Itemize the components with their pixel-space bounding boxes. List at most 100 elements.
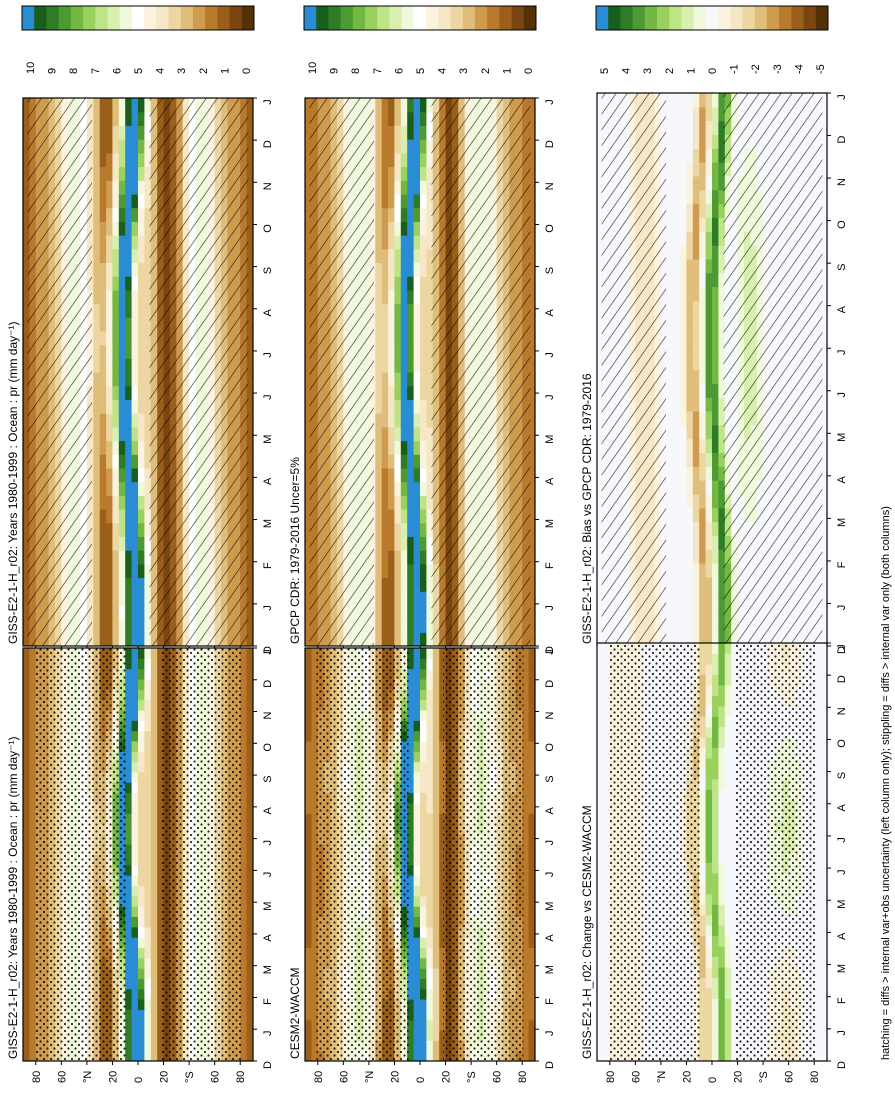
heatmap-cell (125, 854, 133, 866)
heatmap-cell (381, 152, 389, 168)
heatmap-cell (426, 385, 434, 400)
heatmap-cell (125, 833, 133, 845)
heatmap-cell (144, 289, 152, 305)
heatmap-cell (131, 632, 139, 646)
heatmap-cell (528, 385, 535, 400)
heatmap-cell (157, 1050, 165, 1061)
panel-title: GISS-E2-1-H_r02: Years 1980-1999 : Ocean… (6, 322, 20, 644)
heatmap-cell (426, 536, 434, 551)
heatmap-cell (150, 968, 158, 979)
heatmap-cell (400, 303, 408, 318)
month-tick-label: J (262, 394, 274, 400)
heatmap-cell (157, 895, 165, 907)
heatmap-cell (528, 330, 535, 346)
heatmap-cell (29, 648, 37, 659)
heatmap-cell (407, 926, 415, 938)
heatmap-cell (131, 792, 139, 804)
heatmap-cell (112, 563, 120, 579)
heatmap-cell (93, 413, 101, 428)
heatmap-cell (432, 957, 440, 969)
heatmap-cell (93, 111, 101, 126)
heatmap-cell (138, 854, 145, 866)
heatmap-cell (240, 1040, 248, 1052)
heatmap-cell (138, 207, 145, 222)
heatmap-cell (375, 509, 383, 524)
heatmap-cell (138, 632, 145, 646)
heatmap-cell (240, 761, 248, 773)
heatmap-cell (305, 906, 312, 917)
heatmap-cell (112, 426, 120, 442)
heatmap-cell (420, 1030, 427, 1041)
heatmap-cell (426, 139, 434, 154)
heatmap-cell (407, 180, 415, 195)
heatmap-cell (375, 221, 383, 236)
overlay-band (27, 98, 93, 646)
heatmap-cell (426, 926, 434, 938)
heatmap-cell (246, 618, 253, 633)
heatmap-cell (23, 648, 30, 659)
heatmap-cell (29, 658, 37, 670)
heatmap-cell (99, 591, 107, 606)
heatmap-cell (138, 536, 145, 551)
heatmap-cell (93, 317, 101, 332)
heatmap-cell (157, 864, 165, 876)
heatmap-cell (157, 720, 165, 732)
heatmap-cell (246, 317, 253, 332)
heatmap-cell (528, 235, 535, 250)
heatmap-cell (144, 276, 152, 291)
heatmap-cell (528, 1040, 535, 1052)
heatmap-cell (426, 1040, 434, 1052)
heatmap-cell (125, 699, 133, 711)
heatmap-cell (381, 303, 389, 318)
heatmap-cell (305, 440, 312, 455)
heatmap-cell (388, 276, 396, 291)
heatmap-cell (375, 618, 383, 633)
heatmap-cell (125, 823, 133, 835)
heatmap-cell (432, 1019, 440, 1031)
heatmap-cell (112, 385, 120, 400)
heatmap-cell (138, 98, 145, 113)
heatmap-cell (138, 509, 145, 524)
heatmap-cell (125, 1019, 133, 1031)
heatmap-cell (99, 98, 107, 113)
heatmap-cell (131, 978, 139, 990)
heatmap-cell (125, 710, 133, 721)
heatmap-cell (394, 235, 402, 250)
heatmap-cell (305, 1040, 312, 1052)
heatmap-cell (144, 522, 152, 537)
heatmap-cell (426, 125, 434, 140)
heatmap-cell (23, 604, 30, 620)
heatmap-cell (138, 563, 145, 579)
heatmap-cell (426, 440, 434, 455)
heatmap-cell (522, 926, 530, 938)
month-tick-label: A (544, 308, 556, 316)
heatmap-cell (413, 916, 421, 928)
heatmap-cell (413, 180, 421, 195)
heatmap-cell (23, 139, 30, 154)
heatmap-cell (99, 330, 107, 346)
overlay-stipple (34, 648, 242, 1061)
heatmap-cell (375, 522, 383, 537)
heatmap-cell (118, 330, 126, 346)
heatmap-cell (240, 648, 248, 659)
heatmap-cell (125, 1040, 133, 1052)
heatmap-cell (413, 152, 421, 168)
heatmap-cell (305, 152, 312, 168)
heatmap-cell (394, 180, 402, 195)
heatmap-cell (420, 385, 427, 400)
heatmap-cell (420, 454, 427, 469)
heatmap-cell (23, 679, 30, 690)
overlay-band (149, 98, 249, 646)
heatmap-cell (131, 399, 139, 414)
heatmap-cell (29, 699, 37, 711)
heatmap-cell (144, 833, 152, 845)
heatmap-cell (413, 563, 421, 579)
heatmap-cell (150, 802, 158, 814)
heatmap-cell (112, 413, 120, 428)
heatmap-cell (240, 895, 248, 907)
heatmap-cell (407, 509, 415, 524)
heatmap-cell (112, 344, 120, 359)
heatmap-cell (413, 330, 421, 346)
heatmap-cell (29, 916, 37, 928)
heatmap-cell (420, 413, 427, 428)
